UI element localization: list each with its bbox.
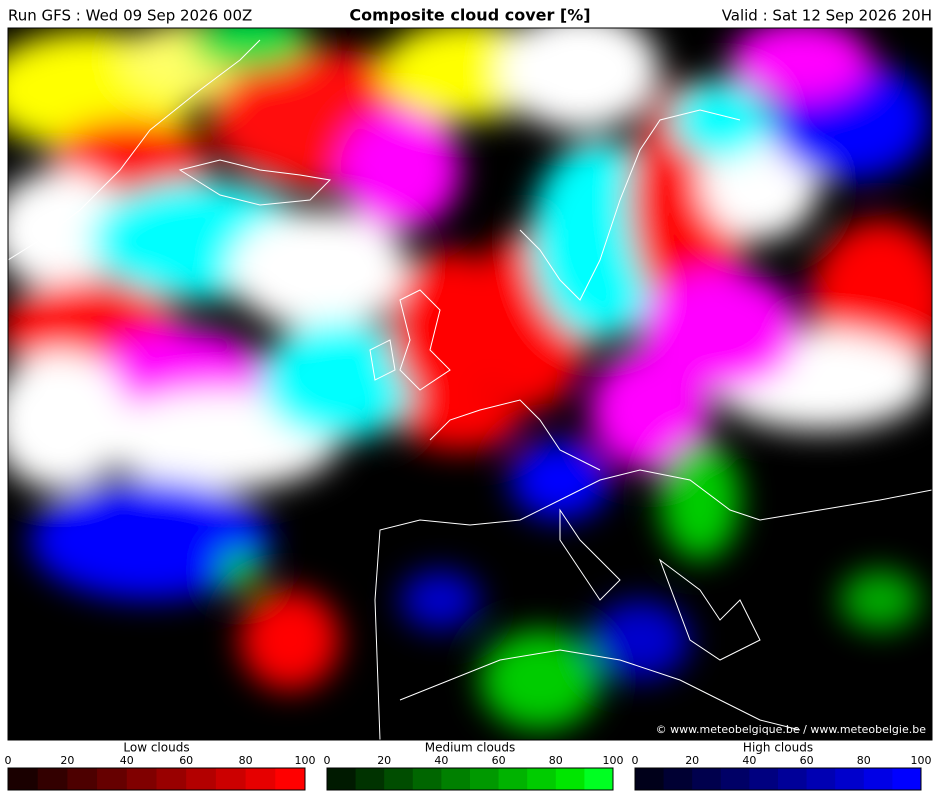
cloud-patch [480, 630, 600, 730]
cloud-patch [220, 550, 260, 590]
legend-swatch [156, 768, 187, 790]
cloud-patch [30, 480, 270, 600]
legend-frame [326, 767, 614, 791]
legend-tick-label: 20 [685, 754, 699, 767]
legend-tick-label: 0 [5, 754, 12, 767]
legend-swatch [215, 768, 247, 790]
cloud-patch [590, 600, 690, 680]
cloud-patch [190, 28, 310, 70]
legend-tick-label: 100 [295, 754, 316, 767]
legend-tick-label: 60 [492, 754, 506, 767]
map-area: © www.meteobelgique.be / www.meteobelgie… [8, 28, 932, 740]
legend-tick-label: 40 [434, 754, 448, 767]
legend-swatch [126, 768, 157, 790]
legend-swatch [692, 768, 722, 790]
legend-frame [634, 767, 922, 791]
attribution: © www.meteobelgique.be / www.meteobelgie… [656, 723, 927, 736]
legend-tick-label: 20 [377, 754, 391, 767]
legend-swatch [778, 768, 808, 790]
map-title: Composite cloud cover [%] [349, 6, 590, 25]
legends: Low clouds 0 20 40 60 80 100 Medium clouds 0 20 40… [5, 741, 932, 791]
legend-swatch [441, 768, 471, 790]
cloud-patch [660, 440, 740, 560]
legend-swatch [663, 768, 693, 790]
cloud-patch [840, 570, 920, 630]
legend-swatch [275, 768, 306, 790]
legend-swatch [635, 768, 665, 790]
legend-swatch [384, 768, 414, 790]
legend-swatch [470, 768, 500, 790]
legend-swatch [245, 768, 276, 790]
cloud-patch [400, 570, 480, 630]
legend-swatch [863, 768, 893, 790]
legend-swatch [67, 768, 98, 790]
legend-frame [7, 767, 306, 791]
cloud-patch [510, 440, 610, 520]
legend-swatch [806, 768, 836, 790]
legend-swatch [835, 768, 865, 790]
legend-swatch [584, 768, 614, 790]
legend-tick-label: 80 [239, 754, 253, 767]
map-frame [7, 27, 933, 741]
cloud-patch [340, 110, 460, 230]
legend-title: High clouds [743, 741, 813, 755]
legend-swatch [8, 768, 39, 790]
legend-swatch [97, 768, 128, 790]
legend-tick-label: 40 [120, 754, 134, 767]
legend-swatch [37, 768, 68, 790]
legend-tick-label: 60 [800, 754, 814, 767]
legend-swatch [498, 768, 528, 790]
cloud-patch [590, 350, 710, 470]
legend-tick-label: 40 [742, 754, 756, 767]
legend-swatch [412, 768, 442, 790]
cloud-patch [8, 350, 130, 490]
cloud-patch [730, 28, 870, 100]
legend-swatch [186, 768, 217, 790]
legend-swatch [355, 768, 385, 790]
legend-swatch [527, 768, 557, 790]
legend-title: Medium clouds [425, 741, 516, 755]
legend-tick-label: 80 [549, 754, 563, 767]
legend-tick-label: 0 [632, 754, 639, 767]
cloud-patch [230, 210, 410, 330]
legend-tick-label: 100 [911, 754, 932, 767]
cloud-field [8, 28, 932, 730]
legend-swatch [720, 768, 750, 790]
legend-swatch [555, 768, 585, 790]
legend-swatch [892, 768, 922, 790]
legend-swatch [749, 768, 779, 790]
cloud-patch [400, 390, 520, 450]
legend-tick-label: 100 [603, 754, 624, 767]
legend-tick-label: 60 [179, 754, 193, 767]
cloud-patch [260, 320, 420, 440]
legend-title: Low clouds [123, 741, 189, 755]
cloud-patch [670, 80, 770, 160]
coastlines [8, 39, 932, 740]
legend-tick-label: 0 [324, 754, 331, 767]
legend-swatch [327, 768, 357, 790]
legend-tick-label: 20 [60, 754, 74, 767]
cloud-patch [500, 28, 660, 130]
cloud-patch [240, 590, 340, 690]
legend-tick-label: 80 [857, 754, 871, 767]
run-label: Run GFS : Wed 09 Sep 2026 00Z [8, 7, 252, 25]
valid-label: Valid : Sat 12 Sep 2026 20H [722, 7, 932, 25]
